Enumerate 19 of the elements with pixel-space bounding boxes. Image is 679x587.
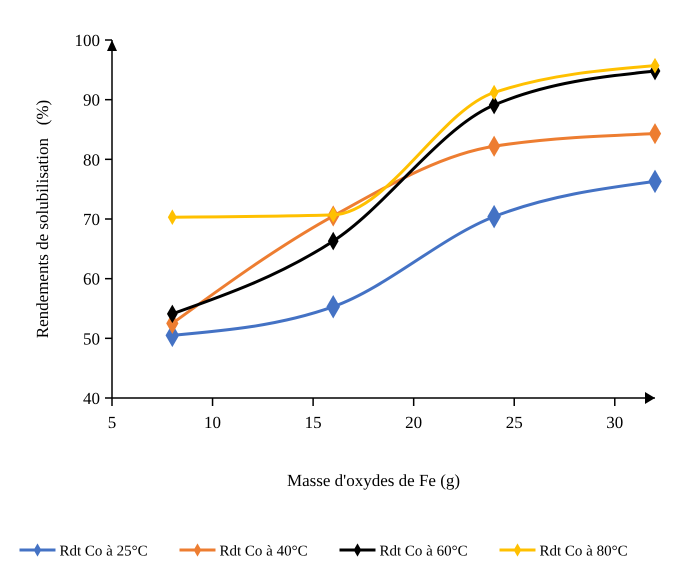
x-tick-label: 15 [304,413,322,432]
y-tick-label: 70 [83,210,100,229]
legend-label: Rdt Co à 40°C [220,543,308,560]
x-axis-title: Masse d'oxydes de Fe (g) [286,471,460,490]
y-axis-title: Rendements de solubilisation (%) [33,100,52,338]
legend-label: Rdt Co à 25°C [60,543,148,560]
y-tick-label: 40 [83,388,100,408]
legend-label: Rdt Co à 80°C [540,543,628,560]
y-tick-label: 50 [83,329,100,348]
y-tick-label: 60 [83,270,100,289]
x-tick-label: 20 [405,413,422,432]
x-tick-label: 25 [506,413,523,432]
x-tick-label: 5 [108,413,116,432]
y-tick-label: 80 [83,150,100,170]
legend-label: Rdt Co à 60°C [380,543,468,560]
y-tick-label: 100 [74,30,100,50]
x-tick-label: 10 [204,413,222,432]
y-tick-label: 90 [83,90,100,110]
x-tick-label: 30 [606,413,624,432]
